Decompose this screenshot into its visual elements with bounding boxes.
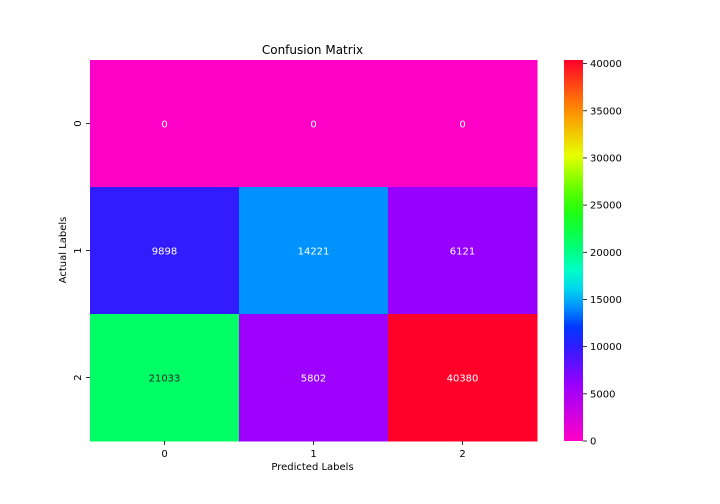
x-axis-label: Predicted Labels (271, 462, 353, 473)
x-tick-label: 1 (310, 449, 316, 460)
colorbar-tick-label: 30000 (590, 153, 622, 164)
colorbar-tick-label: 15000 (590, 295, 622, 306)
colorbar-tick-label: 25000 (590, 201, 622, 212)
heatmap-grid: 0 0 0 9898 14221 6121 21033 5802 40380 (90, 60, 538, 442)
x-tick-label: 2 (459, 449, 465, 460)
y-tick-label: 0 (73, 120, 84, 126)
heatmap-cell-r1-c1 (239, 187, 389, 315)
heatmap-cell-r0-c0 (90, 60, 240, 188)
x-axis: 0 1 2 (161, 441, 466, 460)
colorbar-gradient (564, 60, 583, 441)
heatmap-cell-r2-c0 (90, 314, 240, 442)
y-tick-label: 2 (73, 374, 84, 380)
cell-value-label: 40380 (447, 374, 479, 385)
colorbar-tick-label: 40000 (590, 59, 622, 70)
cell-value-label: 5802 (301, 374, 326, 385)
cell-value-label: 14221 (298, 247, 330, 258)
heatmap-cell-r1-c0 (90, 187, 240, 315)
colorbar: 0 5000 10000 15000 20000 25000 30000 35000 40000 (564, 59, 622, 448)
heatmap-cell-r2-c2 (388, 314, 538, 442)
cell-value-label: 0 (459, 120, 465, 131)
y-axis-label: Actual Labels (58, 217, 69, 284)
cell-value-label: 0 (310, 120, 316, 131)
colorbar-tick-label: 0 (590, 437, 596, 448)
cell-value-label: 9898 (152, 247, 177, 258)
y-tick-label: 1 (73, 247, 84, 253)
cell-value-label: 6121 (450, 247, 475, 258)
cell-value-label: 21033 (149, 374, 181, 385)
heatmap-cell-r2-c1 (239, 314, 389, 442)
colorbar-tick-label: 10000 (590, 342, 622, 353)
heatmap-cell-r0-c1 (239, 60, 389, 188)
chart-title: Confusion Matrix (262, 43, 363, 57)
heatmap-cell-r1-c2 (388, 187, 538, 315)
colorbar-tick-label: 5000 (590, 389, 615, 400)
y-axis: 0 1 2 (73, 120, 90, 381)
colorbar-tick-label: 35000 (590, 106, 622, 117)
cell-value-label: 0 (161, 120, 167, 131)
x-tick-label: 0 (161, 449, 167, 460)
heatmap-cell-r0-c2 (388, 60, 538, 188)
colorbar-tick-label: 20000 (590, 248, 622, 259)
